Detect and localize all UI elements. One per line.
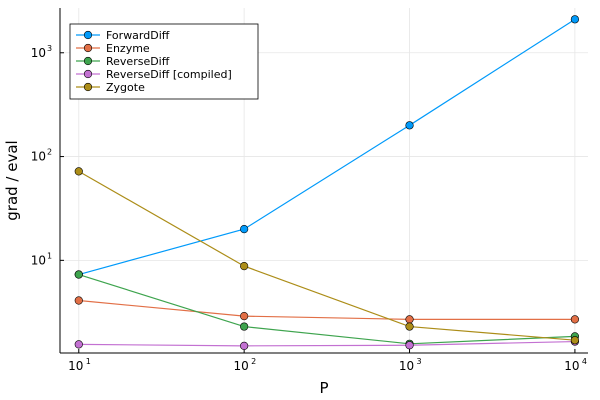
x-tick-exponent: 1 <box>86 357 91 366</box>
data-point <box>240 322 249 331</box>
series-line <box>78 340 575 347</box>
data-point <box>405 315 414 324</box>
legend: ForwardDiffEnzymeReverseDiffReverseDiff … <box>69 23 259 100</box>
data-point <box>240 341 249 350</box>
data-point <box>570 315 580 324</box>
y-tick-exponent: 2 <box>47 148 52 157</box>
data-point <box>74 340 83 349</box>
data-point <box>405 341 414 350</box>
legend-label: ReverseDiff [compiled] <box>106 68 232 81</box>
series-line <box>78 170 575 341</box>
legend-label: ForwardDiff <box>106 29 170 42</box>
legend-box <box>69 23 259 100</box>
data-point <box>570 336 580 345</box>
series-line <box>78 273 575 345</box>
data-point <box>570 15 580 24</box>
series <box>74 15 580 350</box>
legend-swatch-marker <box>83 56 93 66</box>
y-tick-exponent: 3 <box>47 44 52 53</box>
legend-label: Enzyme <box>106 42 150 55</box>
data-point <box>74 167 83 176</box>
data-point <box>74 270 83 279</box>
data-point <box>240 262 249 271</box>
series-line <box>78 299 575 320</box>
data-point <box>240 312 249 321</box>
x-tick-exponent: 4 <box>582 357 587 366</box>
data-point <box>240 224 249 234</box>
data-point <box>405 322 414 331</box>
plot-frame <box>59 8 588 354</box>
ticks: 10 1 10 2 10 3 10 410 110 210 3 <box>31 44 587 373</box>
data-point <box>405 121 414 130</box>
series-zygote <box>74 167 580 345</box>
legend-label: ReverseDiff <box>106 55 170 68</box>
legend-swatch-marker <box>83 43 93 53</box>
series-line <box>78 18 576 276</box>
y-tick-exponent: 1 <box>47 251 52 260</box>
data-point <box>74 296 83 305</box>
y-tick-label: 10 <box>31 253 46 267</box>
legend-swatch-marker <box>83 30 93 40</box>
y-tick-label: 10 <box>31 150 46 164</box>
legend-label: Zygote <box>106 81 145 94</box>
series-enzyme <box>74 296 580 324</box>
y-tick-label: 10 <box>31 46 46 60</box>
x-tick-label: 10 <box>234 359 249 373</box>
x-axis-label: P <box>319 379 328 397</box>
x-tick-exponent: 2 <box>251 357 256 366</box>
series-forwarddiff <box>74 15 580 279</box>
x-tick-label: 10 <box>68 359 83 373</box>
legend-swatch-marker <box>83 69 93 79</box>
y-axis-label: grad / eval <box>3 140 21 220</box>
legend-swatch-marker <box>83 82 93 92</box>
x-tick-label: 10 <box>399 359 414 373</box>
x-tick-label: 10 <box>564 359 579 373</box>
x-tick-exponent: 3 <box>417 357 422 366</box>
